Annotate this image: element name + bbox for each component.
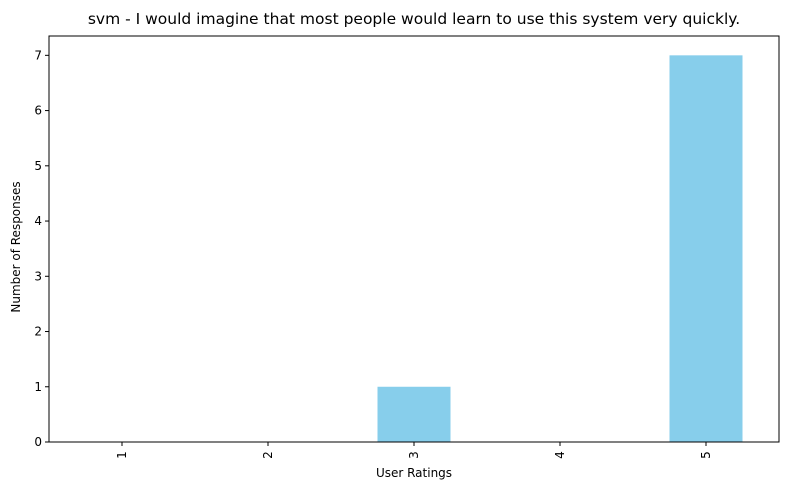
x-tick-label: 4 [553,451,567,459]
y-tick-label: 3 [34,269,42,283]
bar-rating-5 [669,55,743,442]
x-tick-label: 2 [261,451,275,459]
y-axis-label: Number of Responses [9,181,23,312]
x-axis-ticks: 1 2 3 4 5 [115,442,713,459]
y-tick-label: 0 [34,435,42,449]
y-tick-label: 7 [34,48,42,62]
x-tick-label: 1 [115,451,129,459]
y-tick-label: 1 [34,380,42,394]
plot-frame [48,35,780,443]
y-tick-label: 2 [34,325,42,339]
x-tick-label: 5 [699,451,713,459]
chart-title: svm - I would imagine that most people w… [88,10,740,28]
bars-group [377,55,743,442]
bar-rating-3 [377,386,451,442]
y-axis-ticks: 0 1 2 3 4 5 6 7 [34,48,49,449]
y-tick-label: 4 [34,214,42,228]
y-tick-label: 5 [34,159,42,173]
y-tick-label: 6 [34,104,42,118]
x-tick-label: 3 [407,451,421,459]
x-axis-label: User Ratings [376,466,452,480]
